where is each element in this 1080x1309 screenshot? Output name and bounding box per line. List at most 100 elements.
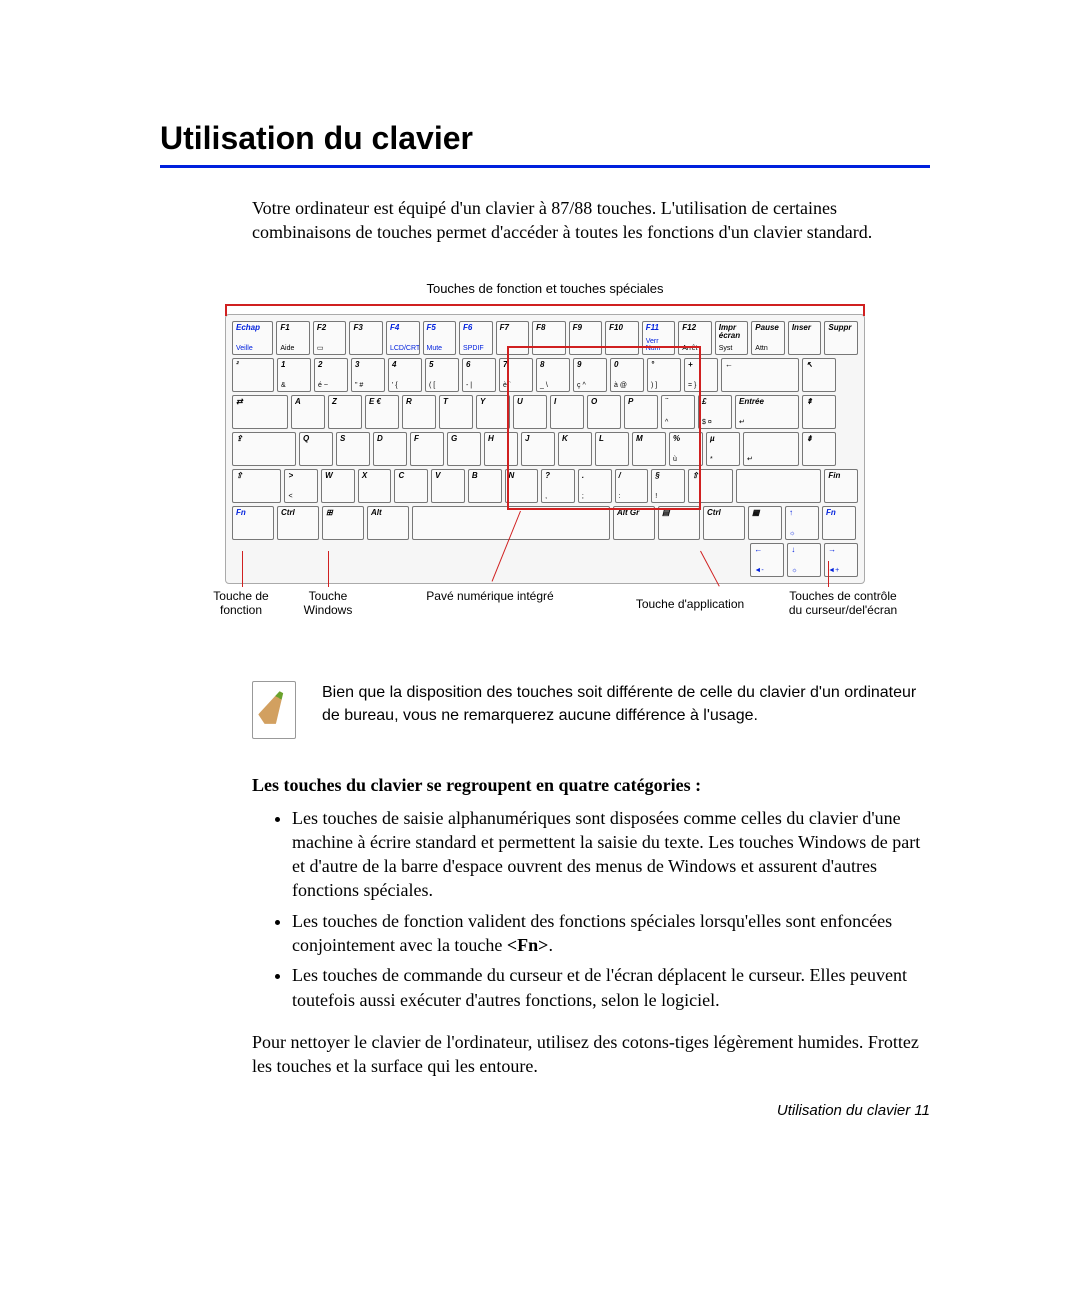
- key: ⇧: [688, 469, 734, 503]
- label-cursor-keys: Touches de contrôledu curseur/del'écran: [768, 589, 918, 618]
- keyboard-row: ⇄AZE €RTYUIOP¨^£$ ¤Entrée↵⇞: [232, 395, 858, 429]
- key: L: [595, 432, 629, 466]
- key: F8: [532, 321, 566, 355]
- key: 2é ~: [314, 358, 348, 392]
- key: Fn: [822, 506, 856, 540]
- key: ⇧: [232, 469, 281, 503]
- key: 1&: [277, 358, 311, 392]
- key: ↵: [743, 432, 799, 466]
- keyboard-row: ←◄-↓☼→◄+: [232, 543, 858, 577]
- key: 7è `: [499, 358, 533, 392]
- key: ▤: [658, 506, 700, 540]
- key: K: [558, 432, 592, 466]
- key: ?,: [541, 469, 575, 503]
- category-item: Les touches de fonction valident des fon…: [292, 909, 930, 958]
- categories-heading: Les touches du clavier se regroupent en …: [252, 775, 930, 796]
- key: ⊞: [322, 506, 364, 540]
- key: ↖: [802, 358, 836, 392]
- note-block: Bien que la disposition des touches soit…: [252, 681, 930, 739]
- keyboard: EchapVeilleF1AideF2▭F3F4LCD/CRTF5MuteF6S…: [225, 314, 865, 584]
- key: Ctrl: [277, 506, 319, 540]
- key: Z: [328, 395, 362, 429]
- key: ⇪: [232, 432, 296, 466]
- key: ↓☼: [787, 543, 821, 577]
- leader-windows: [328, 551, 329, 587]
- key: A: [291, 395, 325, 429]
- key: F3: [349, 321, 383, 355]
- key: PauseAttn: [751, 321, 785, 355]
- key: Alt: [367, 506, 409, 540]
- key: V: [431, 469, 465, 503]
- key: 3" #: [351, 358, 385, 392]
- key: ¨^: [661, 395, 695, 429]
- key: Y: [476, 395, 510, 429]
- key: H: [484, 432, 518, 466]
- key: F12Arrêt: [678, 321, 712, 355]
- key: F10: [605, 321, 639, 355]
- key: ²: [232, 358, 274, 392]
- fn-bold: <Fn>: [507, 935, 549, 955]
- key: F4LCD/CRT: [386, 321, 420, 355]
- key: S: [336, 432, 370, 466]
- key: 9ç ^: [573, 358, 607, 392]
- key: EchapVeille: [232, 321, 273, 355]
- key: R: [402, 395, 436, 429]
- key: ⇟: [802, 432, 836, 466]
- label-app-key: Touche d'application: [610, 597, 770, 611]
- key: F: [410, 432, 444, 466]
- key: 5( [: [425, 358, 459, 392]
- category-item: Les touches de saisie alphanumériques so…: [292, 806, 930, 903]
- keyboard-row: FnCtrl⊞AltAlt Gr▤Ctrl▦↑☼Fn: [232, 506, 858, 540]
- key: →◄+: [824, 543, 858, 577]
- key: 4' {: [388, 358, 422, 392]
- key: ▦: [748, 506, 782, 540]
- key: F5Mute: [423, 321, 457, 355]
- key: ⇞: [802, 395, 836, 429]
- intro-paragraph: Votre ordinateur est équipé d'un clavier…: [252, 196, 930, 245]
- key: += }: [684, 358, 718, 392]
- key: U: [513, 395, 547, 429]
- category-item-text-a: Les touches de fonction valident des fon…: [292, 911, 892, 955]
- key: M: [632, 432, 666, 466]
- keyboard-row: ²1&2é ~3" #4' {5( [6- |7è `8_ \9ç ^0à @°…: [232, 358, 858, 392]
- key: [736, 469, 821, 503]
- title-rule: [160, 165, 930, 168]
- key: Inser: [788, 321, 822, 355]
- key: £$ ¤: [698, 395, 732, 429]
- key: F1Aide: [276, 321, 310, 355]
- leader-fn: [242, 551, 243, 587]
- key: N: [505, 469, 539, 503]
- leader-cursor: [828, 561, 829, 587]
- categories-list: Les touches de saisie alphanumériques so…: [252, 806, 930, 1012]
- key: C: [394, 469, 428, 503]
- key: E €: [365, 395, 399, 429]
- key: Alt Gr: [613, 506, 655, 540]
- page-title: Utilisation du clavier: [160, 120, 930, 157]
- key: Fn: [232, 506, 274, 540]
- key: O: [587, 395, 621, 429]
- key: X: [358, 469, 392, 503]
- key: 8_ \: [536, 358, 570, 392]
- keyboard-wrap: EchapVeilleF1AideF2▭F3F4LCD/CRTF5MuteF6S…: [225, 304, 865, 584]
- keyboard-row: EchapVeilleF1AideF2▭F3F4LCD/CRTF5MuteF6S…: [232, 321, 858, 355]
- key: Q: [299, 432, 333, 466]
- label-windows-key: ToucheWindows: [288, 589, 368, 618]
- key: Fin: [824, 469, 858, 503]
- key: .;: [578, 469, 612, 503]
- key: W: [321, 469, 355, 503]
- note-icon: [252, 681, 296, 739]
- key: %ù: [669, 432, 703, 466]
- key: Suppr: [824, 321, 858, 355]
- key: T: [439, 395, 473, 429]
- keyboard-row: ⇧><WXCVBN?,.;/:§!⇧Fin: [232, 469, 858, 503]
- key: ><: [284, 469, 318, 503]
- key: °) ]: [647, 358, 681, 392]
- note-text: Bien que la disposition des touches soit…: [322, 681, 930, 727]
- key: Entrée↵: [735, 395, 799, 429]
- page-footer: Utilisation du clavier 11: [777, 1102, 930, 1119]
- document-page: Utilisation du clavier Votre ordinateur …: [0, 0, 1080, 1309]
- key: ←: [721, 358, 799, 392]
- category-item-text-b: .: [548, 935, 553, 955]
- key: G: [447, 432, 481, 466]
- key: §!: [651, 469, 685, 503]
